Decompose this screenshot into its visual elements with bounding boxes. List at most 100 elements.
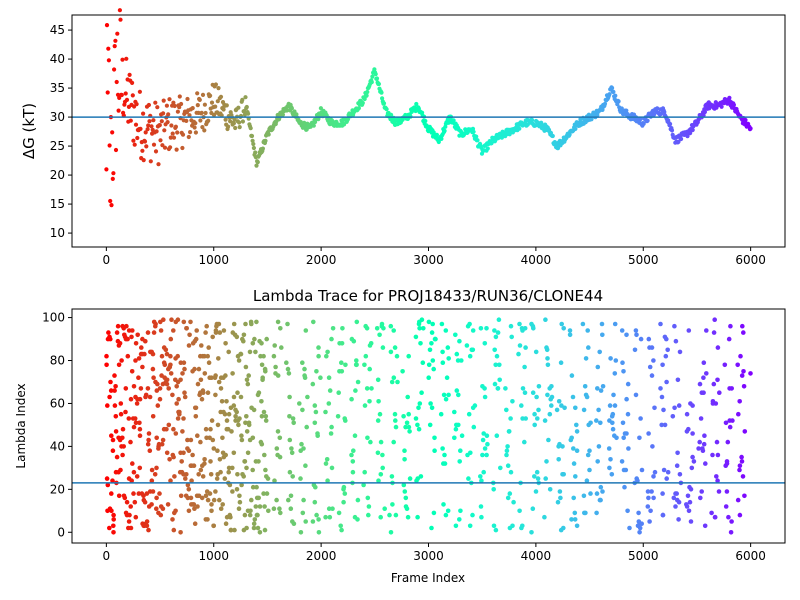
bottom-point: [139, 345, 144, 350]
bottom-point: [118, 467, 123, 473]
bottom-point: [178, 377, 183, 383]
bottom-point: [154, 388, 160, 393]
bottom-point: [717, 390, 722, 396]
bottom-point: [368, 341, 374, 346]
bottom-point: [570, 394, 576, 400]
bottom-point: [229, 429, 234, 434]
bottom-point: [203, 493, 209, 499]
bottom-point: [634, 332, 639, 338]
bottom-point: [647, 364, 653, 370]
bottom-point: [569, 435, 574, 441]
bottom-point: [250, 341, 256, 346]
bottom-point: [416, 405, 421, 411]
top-point: [134, 102, 139, 107]
bottom-point: [699, 489, 704, 494]
bottom-point: [157, 386, 163, 391]
bottom-point: [195, 504, 200, 509]
top-point: [141, 111, 146, 116]
top-point: [113, 147, 119, 153]
bottom-point: [230, 465, 235, 471]
bottom-point: [166, 422, 172, 428]
bottom-point: [612, 321, 618, 327]
bottom-point: [216, 321, 222, 327]
bottom-point: [362, 403, 368, 408]
bottom-point: [726, 336, 732, 342]
bottom-point: [133, 514, 139, 520]
bottom-point: [178, 493, 184, 499]
bottom-point: [533, 489, 539, 494]
bottom-point: [186, 448, 192, 454]
top-panel: 0 1000 2000 3000 4000 5000 6000 10 15 20 25 30 35 40…: [20, 8, 786, 267]
bottom-point: [239, 482, 244, 488]
top-point: [116, 108, 121, 113]
top-point: [248, 126, 253, 131]
bottom-point: [214, 476, 220, 481]
bottom-point: [300, 510, 306, 516]
bottom-point: [493, 334, 499, 340]
bottom-point: [237, 416, 242, 421]
bottom-point: [599, 321, 605, 327]
bottom-point: [327, 388, 333, 393]
bottom-point: [326, 506, 332, 512]
bottom-point: [232, 527, 237, 533]
bottom-point: [133, 341, 139, 346]
bottom-point: [204, 323, 209, 329]
bottom-point: [224, 418, 230, 423]
bottom-point: [545, 362, 551, 368]
bottom-point: [112, 403, 118, 408]
bottom-point: [352, 433, 358, 439]
bottom-point: [511, 499, 516, 505]
bottom-point: [402, 457, 407, 462]
bottom-point: [581, 493, 587, 499]
bottom-point: [690, 403, 695, 408]
bottom-point: [611, 392, 616, 398]
bottom-point: [420, 360, 426, 366]
bottom-point: [220, 435, 225, 441]
bottom-point: [228, 527, 234, 533]
bottom-point: [389, 379, 395, 385]
bottom-point: [697, 381, 703, 387]
bottom-point: [481, 469, 487, 475]
bottom-point: [210, 334, 215, 340]
bottom-point: [632, 347, 638, 353]
top-point: [104, 23, 110, 28]
bottom-point: [676, 403, 682, 408]
bottom-point: [251, 525, 257, 531]
top-point: [200, 92, 206, 97]
bottom-point: [393, 418, 398, 423]
bottom-point: [339, 360, 344, 366]
y-tick-label: 10: [50, 226, 65, 240]
bottom-point: [715, 478, 720, 484]
bottom-point: [196, 472, 201, 477]
top-point: [148, 159, 153, 164]
bottom-point: [572, 510, 578, 516]
bottom-point: [661, 407, 666, 413]
top-point: [702, 109, 708, 115]
bottom-point: [154, 506, 159, 512]
bottom-points: [104, 317, 753, 535]
bottom-point: [130, 328, 135, 333]
bottom-point: [536, 407, 541, 413]
bottom-point: [676, 499, 682, 505]
bottom-point: [689, 465, 695, 471]
bottom-point: [660, 512, 666, 518]
bottom-point: [271, 506, 277, 512]
bottom-point: [675, 450, 680, 456]
bottom-point: [274, 446, 280, 451]
bottom-point: [350, 459, 356, 464]
bottom-point: [237, 493, 242, 499]
bottom-point: [442, 452, 447, 458]
bottom-point: [157, 491, 162, 496]
bottom-point: [192, 521, 198, 526]
top-point: [345, 117, 351, 122]
bottom-point: [572, 517, 578, 522]
bottom-point: [162, 362, 168, 368]
top-point: [193, 130, 198, 135]
bottom-point: [544, 459, 549, 464]
bottom-point: [394, 353, 400, 359]
bottom-point: [522, 439, 527, 445]
bottom-point: [109, 491, 114, 496]
bottom-point: [113, 429, 119, 434]
bottom-point: [723, 420, 729, 426]
bottom-point: [213, 373, 218, 378]
